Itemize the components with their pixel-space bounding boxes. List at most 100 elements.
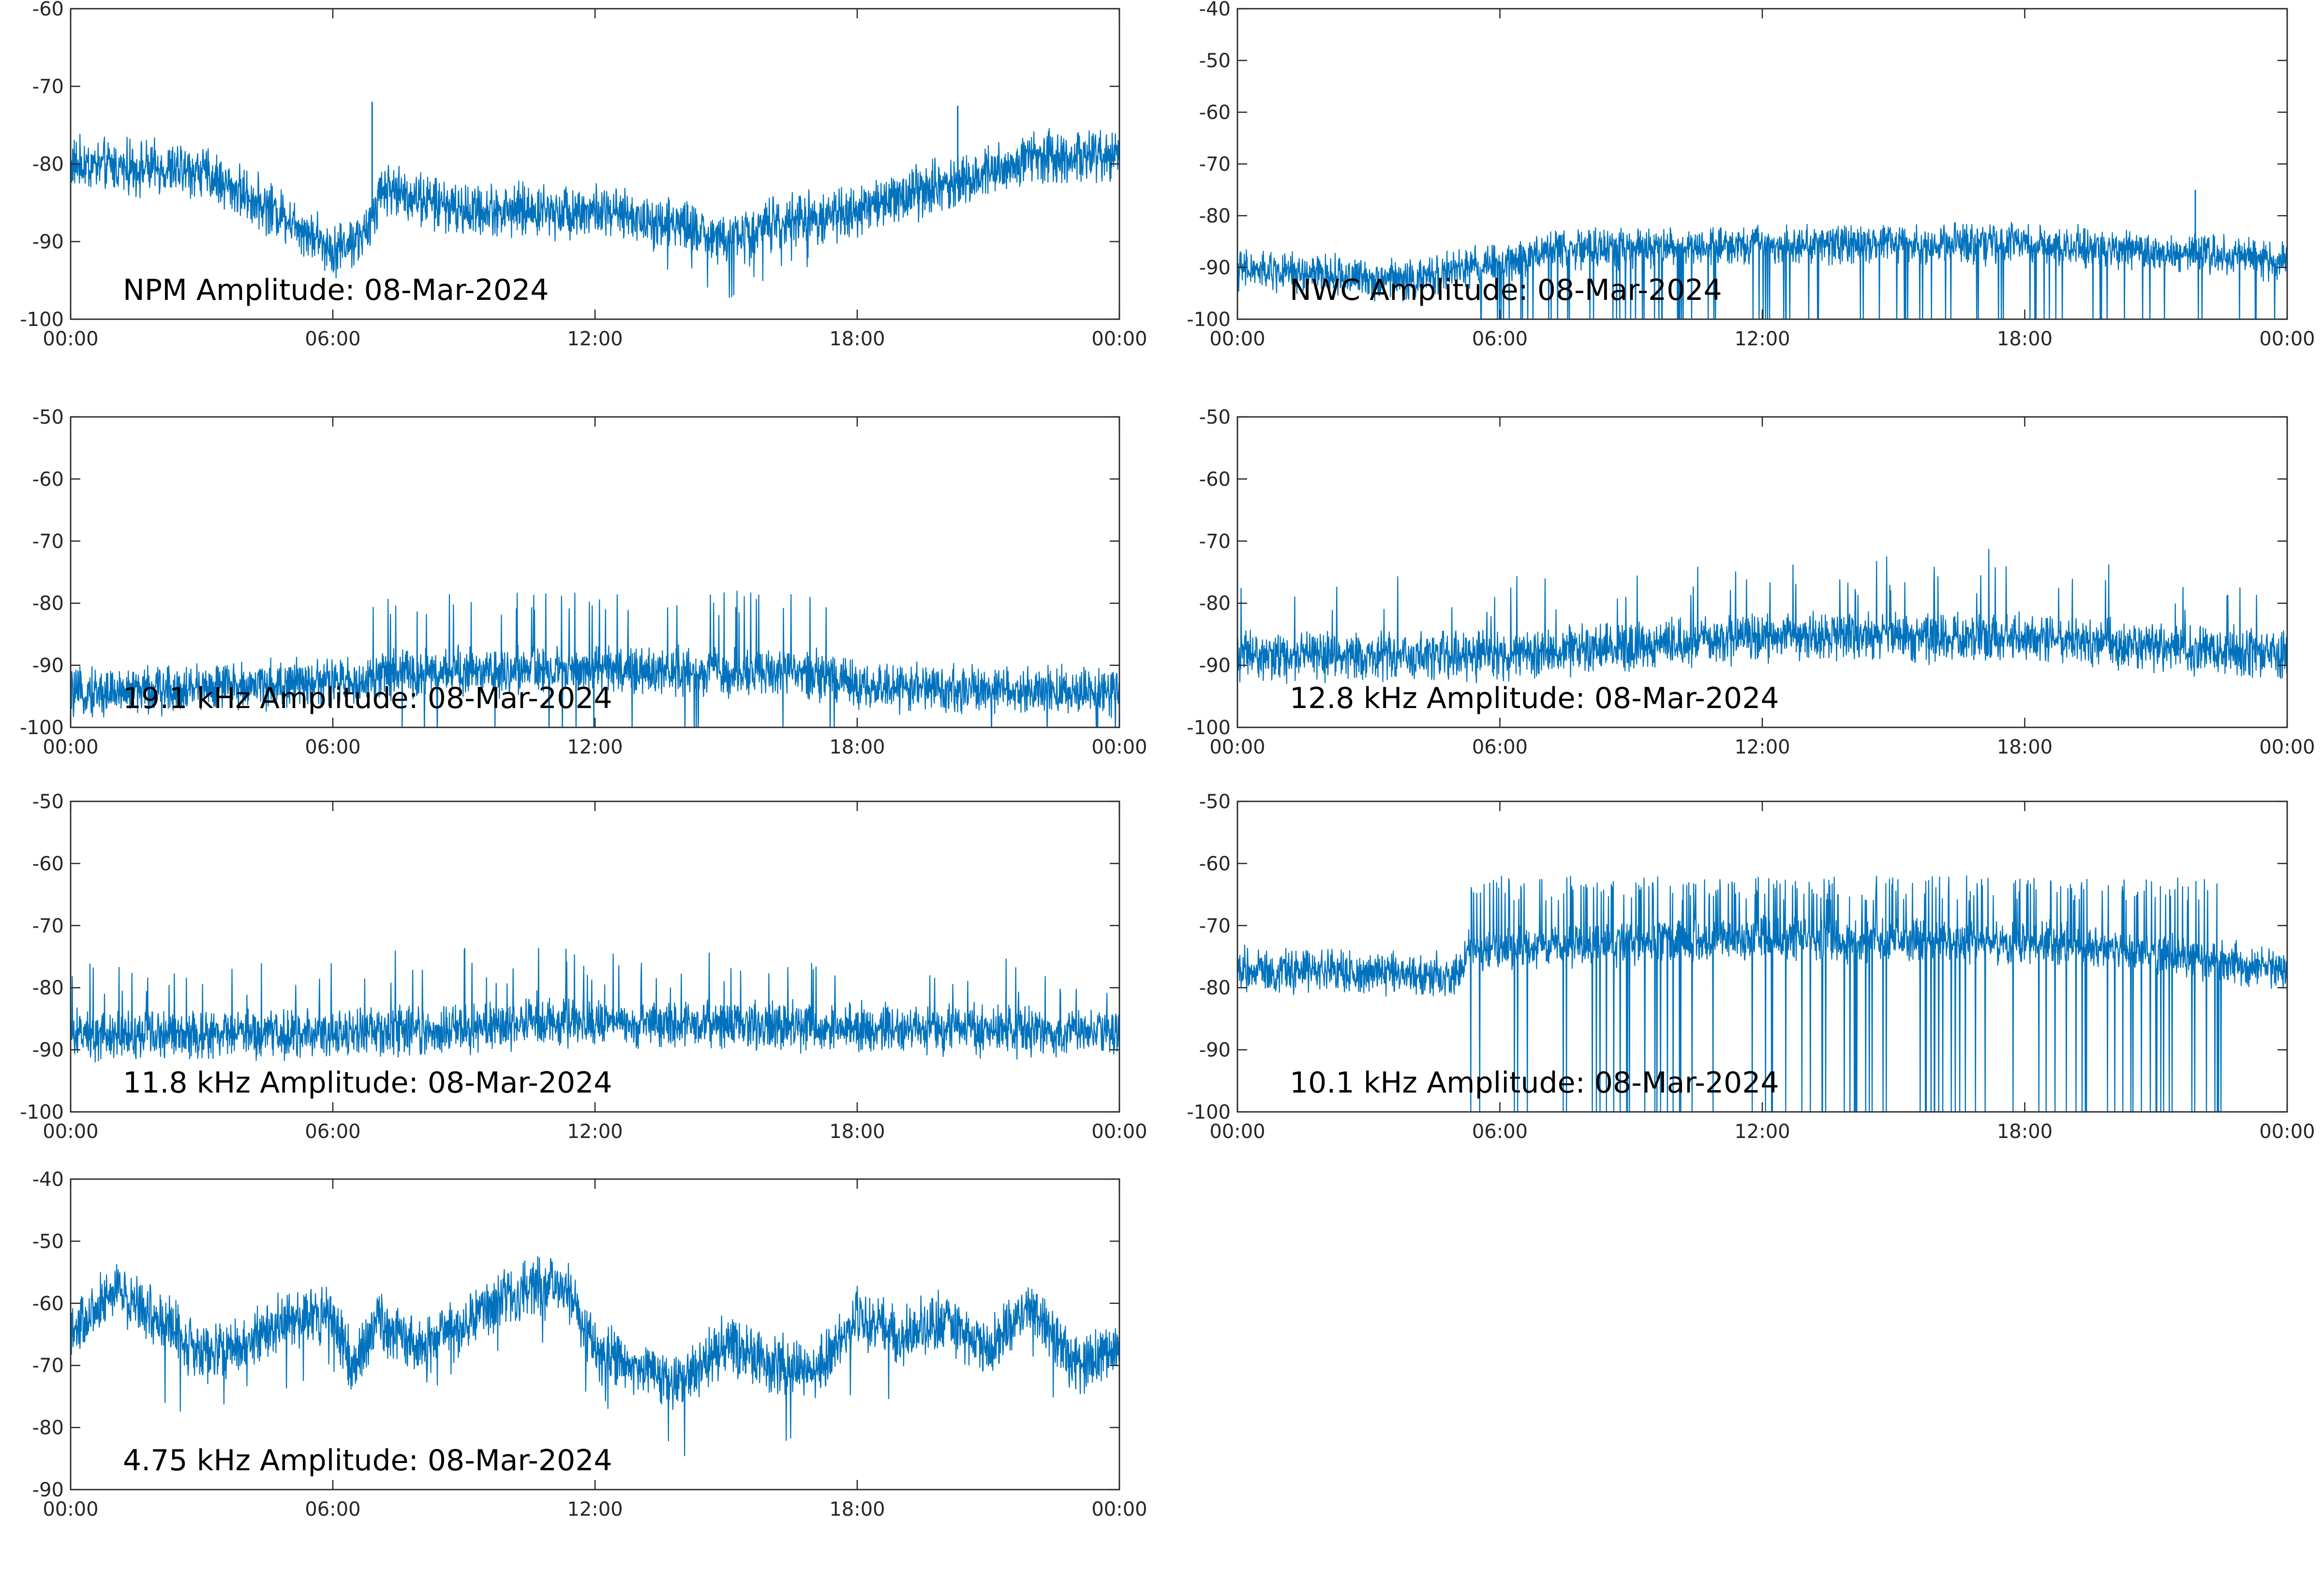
y-tick-label: -70 xyxy=(32,531,64,553)
x-tick-label: 12:00 xyxy=(567,328,623,350)
x-tick-label: 00:00 xyxy=(1091,328,1147,350)
panel-title: 11.8 kHz Amplitude: 08-Mar-2024 xyxy=(123,1066,612,1100)
y-tick-label: -100 xyxy=(1187,309,1231,331)
y-tick-label: -60 xyxy=(32,468,64,490)
series-line xyxy=(1237,875,2287,1112)
series-line xyxy=(71,128,1119,298)
x-tick-label: 00:00 xyxy=(1209,1121,1265,1143)
x-tick-label: 00:00 xyxy=(43,736,98,758)
y-tick-label: -50 xyxy=(32,406,64,429)
y-tick-label: -60 xyxy=(1199,468,1231,490)
panel-title: 10.1 kHz Amplitude: 08-Mar-2024 xyxy=(1290,1066,1779,1100)
y-tick-label: -100 xyxy=(1187,717,1231,739)
panel-title: 19.1 kHz Amplitude: 08-Mar-2024 xyxy=(123,681,612,715)
x-tick-label: 12:00 xyxy=(567,736,623,758)
panel-title: NPM Amplitude: 08-Mar-2024 xyxy=(123,273,549,307)
x-tick-label: 18:00 xyxy=(829,1121,885,1143)
x-tick-label: 06:00 xyxy=(1472,1121,1528,1143)
x-tick-label: 00:00 xyxy=(43,1498,98,1521)
x-tick-label: 00:00 xyxy=(1209,328,1265,350)
x-tick-label: 00:00 xyxy=(1091,736,1147,758)
x-tick-label: 00:00 xyxy=(1091,1121,1147,1143)
y-tick-label: -100 xyxy=(20,1101,64,1123)
x-tick-label: 18:00 xyxy=(829,1498,885,1521)
x-tick-label: 12:00 xyxy=(1734,736,1790,758)
y-tick-label: -60 xyxy=(1199,102,1231,124)
y-tick-label: -70 xyxy=(32,1355,64,1377)
chart-panel-4: 00:00 06:00 12:00 18:00 00:00 -50 -60 -70 -80 -90… xyxy=(1187,406,2315,758)
x-tick-label: 12:00 xyxy=(567,1498,623,1521)
x-tick-label: 18:00 xyxy=(1997,1121,2053,1143)
series-line xyxy=(71,591,1119,727)
y-tick-label: -100 xyxy=(20,717,64,739)
x-tick-label: 18:00 xyxy=(1997,328,2053,350)
chart-panel-2: 00:00 06:00 12:00 18:00 00:00 -40 -50 -60 -70 -80… xyxy=(1187,0,2315,350)
x-tick-label: 18:00 xyxy=(829,328,885,350)
y-tick-label: -70 xyxy=(32,76,64,98)
y-tick-label: -80 xyxy=(32,592,64,615)
y-tick-label: -60 xyxy=(1199,853,1231,875)
y-tick-label: -90 xyxy=(32,1479,64,1501)
x-tick-label: 06:00 xyxy=(305,1121,360,1143)
y-tick-label: -60 xyxy=(32,0,64,20)
y-tick-label: -40 xyxy=(1199,0,1231,20)
y-tick-label: -80 xyxy=(1199,592,1231,615)
x-tick-label: 00:00 xyxy=(1091,1498,1147,1521)
plot-area xyxy=(70,800,1120,1113)
x-tick-label: 00:00 xyxy=(1209,736,1265,758)
x-tick-label: 00:00 xyxy=(2259,736,2315,758)
y-tick-label: -90 xyxy=(32,1039,64,1062)
x-tick-label: 12:00 xyxy=(1734,328,1790,350)
y-tick-label: -50 xyxy=(1199,50,1231,72)
x-tick-label: 18:00 xyxy=(1997,736,2053,758)
x-tick-label: 00:00 xyxy=(2259,328,2315,350)
y-tick-label: -90 xyxy=(1199,257,1231,279)
chart-panel-1: 00:00 06:00 12:00 18:00 00:00 -60 -70 -80 -90 -10… xyxy=(20,0,1147,350)
y-tick-label: -40 xyxy=(32,1168,64,1191)
x-tick-label: 12:00 xyxy=(567,1121,623,1143)
plot-area xyxy=(70,8,1120,320)
chart-panel-3: 00:00 06:00 12:00 18:00 00:00 -50 -60 -70 -80 -90… xyxy=(20,406,1147,758)
chart-panel-5: 00:00 06:00 12:00 18:00 00:00 -50 -60 -70 -80 -90… xyxy=(20,791,1147,1143)
y-tick-label: -60 xyxy=(32,853,64,875)
y-tick-label: -80 xyxy=(32,153,64,176)
series-line xyxy=(71,1256,1119,1456)
series-line xyxy=(71,947,1119,1063)
y-tick-label: -100 xyxy=(1187,1101,1231,1123)
y-tick-label: -90 xyxy=(1199,1039,1231,1062)
series-line xyxy=(1237,222,2287,319)
x-tick-label: 18:00 xyxy=(829,736,885,758)
x-tick-label: 06:00 xyxy=(305,328,360,350)
y-tick-label: -50 xyxy=(32,1230,64,1253)
y-tick-label: -50 xyxy=(32,791,64,813)
y-tick-label: -90 xyxy=(32,655,64,677)
panel-title: 12.8 kHz Amplitude: 08-Mar-2024 xyxy=(1290,681,1779,715)
x-tick-label: 00:00 xyxy=(43,1121,98,1143)
x-tick-label: 12:00 xyxy=(1734,1121,1790,1143)
y-tick-label: -60 xyxy=(32,1293,64,1315)
y-tick-label: -50 xyxy=(1199,791,1231,813)
y-tick-label: -70 xyxy=(1199,915,1231,937)
y-tick-label: -70 xyxy=(1199,531,1231,553)
x-tick-label: 00:00 xyxy=(43,328,98,350)
y-tick-label: -80 xyxy=(1199,205,1231,227)
y-tick-label: -80 xyxy=(32,1417,64,1439)
y-tick-label: -90 xyxy=(32,231,64,253)
y-tick-label: -80 xyxy=(1199,977,1231,999)
x-tick-label: 00:00 xyxy=(2259,1121,2315,1143)
x-tick-label: 06:00 xyxy=(1472,736,1528,758)
panel-title: NWC Amplitude: 08-Mar-2024 xyxy=(1290,273,1722,307)
plot-area xyxy=(1236,416,2288,728)
panel-title: 4.75 kHz Amplitude: 08-Mar-2024 xyxy=(123,1444,612,1478)
x-tick-label: 06:00 xyxy=(1472,328,1528,350)
x-tick-label: 06:00 xyxy=(305,736,360,758)
series-line xyxy=(1237,548,2287,684)
y-tick-label: -90 xyxy=(1199,655,1231,677)
x-tick-label: 06:00 xyxy=(305,1498,360,1521)
y-tick-label: -100 xyxy=(20,309,64,331)
y-tick-label: -70 xyxy=(1199,153,1231,176)
chart-panel-7: 00:00 06:00 12:00 18:00 00:00 -40 -50 -60 -70 -80… xyxy=(32,1168,1147,1521)
chart-panel-6: 00:00 06:00 12:00 18:00 00:00 -50 -60 -70 -80 -90… xyxy=(1187,791,2315,1143)
y-tick-label: -80 xyxy=(32,977,64,999)
